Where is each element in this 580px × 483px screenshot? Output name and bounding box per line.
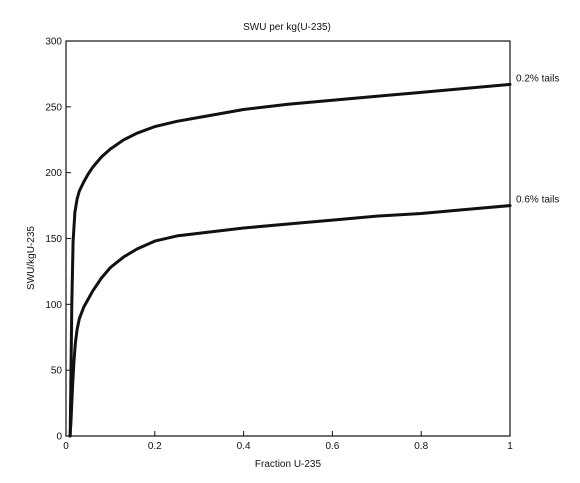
plot-frame <box>65 40 511 437</box>
y-tick-label: 150 <box>45 234 62 245</box>
y-tick-label: 300 <box>45 37 62 48</box>
y-tick-label: 100 <box>45 300 62 311</box>
series-line <box>68 204 512 438</box>
x-axis-title: Fraction U-235 <box>255 459 322 470</box>
y-tick-label: 250 <box>45 102 62 113</box>
x-tick-label: 0.8 <box>414 441 428 452</box>
series-label: 0.2% tails <box>516 73 559 84</box>
y-tick-label: 200 <box>45 168 62 179</box>
y-tick-label: 50 <box>51 366 63 377</box>
x-tick-label: 1 <box>507 441 513 452</box>
y-axis: 0 50 100 150 200 250 300 <box>45 37 71 443</box>
y-axis-title: SWU/kgU-235 <box>26 226 37 290</box>
series-label: 0.6% tails <box>516 195 559 206</box>
series-layer: 0.2% tails 0.6% tails <box>68 73 559 438</box>
chart-title: SWU per kg(U-235) <box>243 22 331 33</box>
series-line <box>68 82 512 438</box>
x-tick-label: 0.4 <box>237 441 251 452</box>
x-tick-label: 0 <box>63 441 69 452</box>
x-tick-label: 0.6 <box>325 441 339 452</box>
y-tick-label: 0 <box>56 432 62 443</box>
x-axis: 0 0.2 0.4 0.6 0.8 1 <box>63 431 513 452</box>
x-tick-label: 0.2 <box>148 441 162 452</box>
